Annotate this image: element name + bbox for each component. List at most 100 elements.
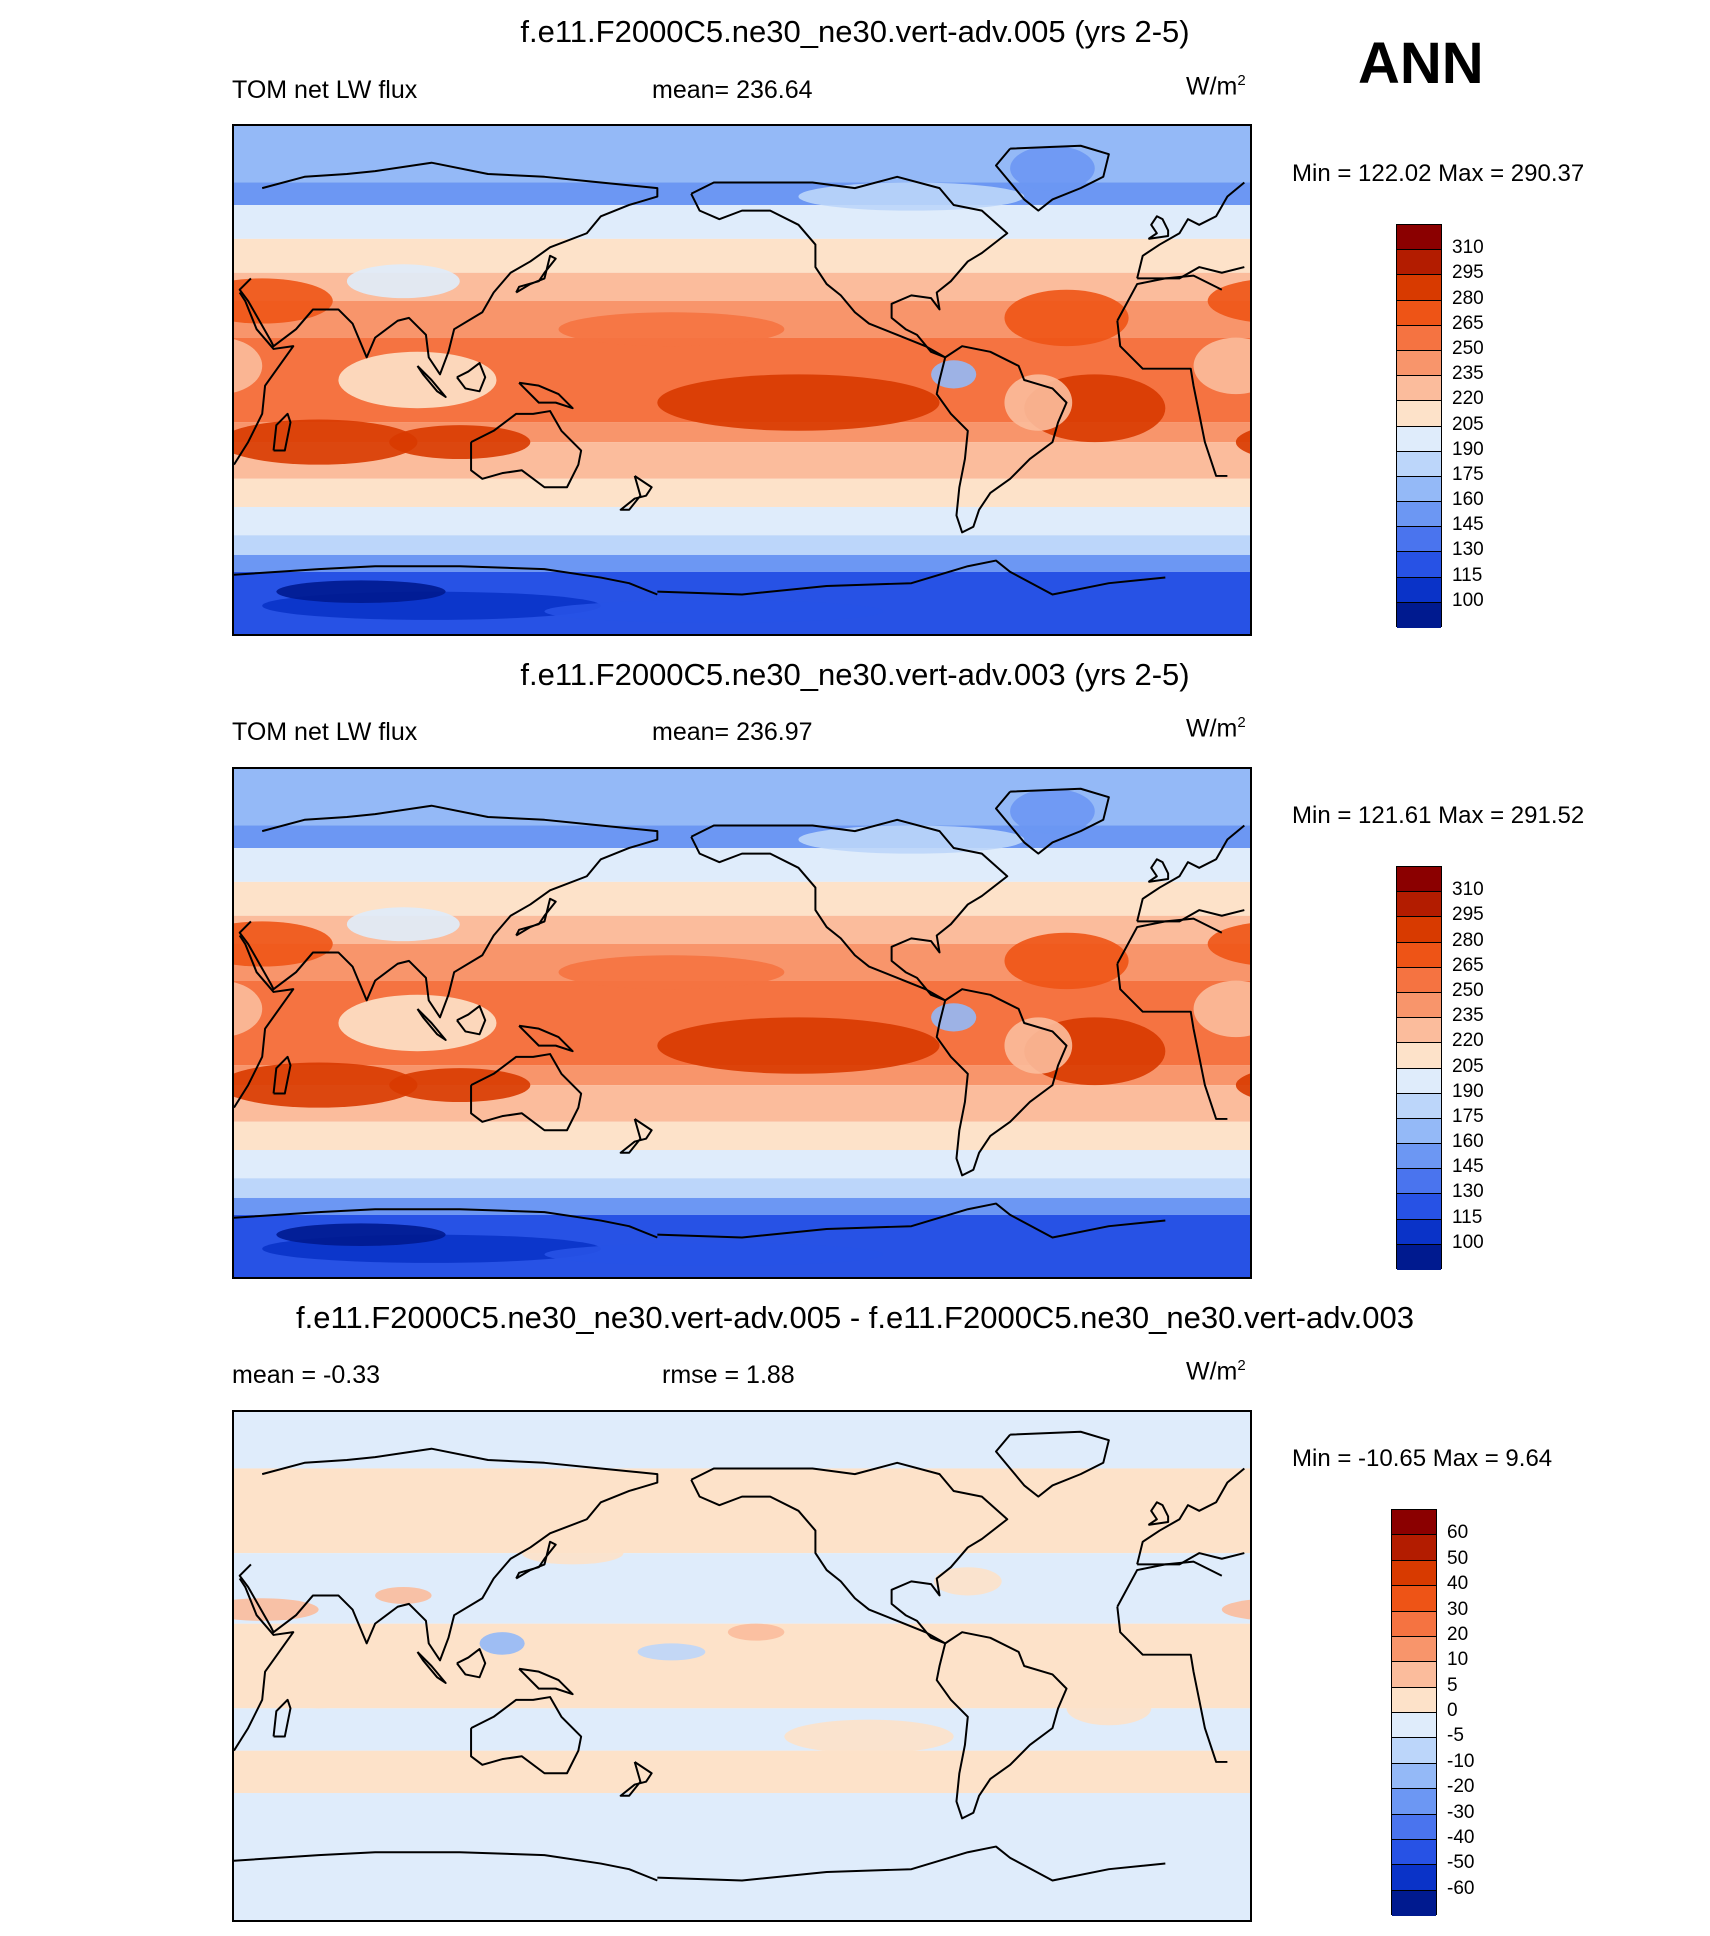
- colorbar-label: 190: [1452, 1080, 1484, 1102]
- field-anomaly: [1207, 923, 1250, 965]
- colorbar-segment: [1392, 1865, 1436, 1891]
- colorbar-segment: [1397, 350, 1441, 377]
- field-anomaly: [276, 1223, 446, 1246]
- field-anomaly: [1193, 337, 1250, 395]
- colorbar-label: -10: [1447, 1750, 1475, 1772]
- colorbar-segment: [1397, 917, 1441, 943]
- coastlines: [234, 787, 1245, 1239]
- field-anomaly: [933, 1567, 1002, 1596]
- panel-3-title: f.e11.F2000C5.ne30_ne30.vert-adv.005 - f…: [296, 1300, 1414, 1335]
- colorbar-label: 30: [1447, 1598, 1469, 1620]
- field-anomaly: [1010, 145, 1095, 191]
- colorbar-label: -20: [1447, 1776, 1475, 1798]
- colorbar-segment: [1397, 602, 1441, 628]
- colorbar-label: -30: [1447, 1801, 1475, 1823]
- colorbar-segment: [1397, 527, 1441, 553]
- field-anomaly: [657, 374, 940, 431]
- field-anomaly: [389, 425, 531, 460]
- field-anomaly: [479, 1632, 525, 1655]
- colorbar-label: 265: [1452, 954, 1484, 976]
- colorbar-label: 205: [1452, 1055, 1484, 1077]
- panel-2-title: f.e11.F2000C5.ne30_ne30.vert-adv.003 (yr…: [520, 657, 1190, 692]
- colorbar-label: 60: [1447, 1522, 1469, 1544]
- field-anomaly: [1179, 1485, 1250, 1508]
- field-anomaly: [637, 1643, 706, 1661]
- colorbar-label: 175: [1452, 1105, 1484, 1127]
- colorbar-label: 145: [1452, 514, 1484, 536]
- panel-2-minmax: Min = 121.61 Max = 291.52: [1292, 802, 1585, 829]
- colorbar-segment: [1397, 476, 1441, 503]
- colorbar-label: 280: [1452, 287, 1484, 309]
- field-anomaly: [389, 1068, 531, 1103]
- colorbar-segment: [1392, 1763, 1436, 1790]
- field-band: [234, 554, 1250, 572]
- field-anomaly: [234, 921, 333, 967]
- colorbar-segment: [1392, 1789, 1436, 1815]
- field-band: [234, 1121, 1250, 1150]
- field-band: [234, 1793, 1250, 1920]
- colorbar-segment: [1397, 967, 1441, 993]
- colorbar-label: 100: [1452, 589, 1484, 611]
- panel-3-colorbar: [1391, 1509, 1437, 1916]
- panel-1-mean: mean= 236.64: [652, 76, 813, 104]
- colorbar-segment: [1397, 426, 1441, 452]
- panel-2-mean: mean= 236.97: [652, 718, 813, 746]
- field-anomaly: [1235, 430, 1250, 454]
- field-band: [234, 126, 1250, 183]
- field-anomaly: [1235, 1073, 1250, 1097]
- colorbar-segment: [1397, 992, 1441, 1019]
- colorbar-segment: [1397, 1219, 1441, 1245]
- colorbar-segment: [1397, 942, 1441, 968]
- field-anomaly: [657, 1017, 940, 1074]
- colorbar-segment: [1397, 1018, 1441, 1044]
- panel-1-map: [232, 124, 1252, 636]
- field-anomaly: [558, 955, 785, 990]
- field-anomaly: [338, 994, 497, 1052]
- field-anomaly: [276, 1680, 361, 1709]
- field-band: [234, 769, 1250, 826]
- field-anomaly: [544, 600, 884, 623]
- colorbar-segment: [1392, 1738, 1436, 1764]
- colorbar-segment: [1397, 1169, 1441, 1195]
- colorbar-segment: [1397, 275, 1441, 301]
- panel-1-minmax: Min = 122.02 Max = 290.37: [1292, 160, 1585, 187]
- colorbar-label: 130: [1452, 1181, 1484, 1203]
- colorbar-segment: [1397, 451, 1441, 477]
- panel-3-rmse: rmse = 1.88: [662, 1361, 795, 1389]
- panel-3-mean: mean = -0.33: [232, 1361, 381, 1389]
- colorbar-label: 115: [1452, 564, 1483, 586]
- map-canvas: [234, 1412, 1250, 1920]
- colorbar-segment: [1392, 1890, 1436, 1916]
- field-anomaly: [234, 419, 418, 465]
- panel-3-units: W/m2: [1186, 1357, 1246, 1386]
- colorbar-label: 175: [1452, 463, 1484, 485]
- colorbar-label: -60: [1447, 1877, 1475, 1899]
- field-anomaly: [346, 907, 460, 942]
- field-anomaly: [234, 339, 263, 393]
- panel-2-units: W/m2: [1186, 714, 1246, 743]
- colorbar-label: 100: [1452, 1231, 1484, 1253]
- coastlines: [234, 1430, 1245, 1882]
- colorbar-segment: [1392, 1611, 1436, 1637]
- field-band: [234, 825, 1250, 849]
- colorbar-segment: [1392, 1839, 1436, 1866]
- panel-1-title: f.e11.F2000C5.ne30_ne30.vert-adv.005 (yr…: [520, 14, 1190, 49]
- field-band: [234, 507, 1250, 536]
- colorbar-label: 235: [1452, 363, 1484, 385]
- season-label: ANN: [1358, 31, 1484, 96]
- colorbar-segment: [1397, 867, 1441, 893]
- colorbar-label: 10: [1447, 1649, 1469, 1671]
- colorbar-segment: [1392, 1510, 1436, 1536]
- field-band: [234, 1412, 1250, 1469]
- colorbar-label: 265: [1452, 312, 1484, 334]
- map-canvas: [234, 126, 1250, 634]
- panel-3-minmax: Min = -10.65 Max = 9.64: [1292, 1445, 1553, 1472]
- colorbar-label: 235: [1452, 1005, 1484, 1027]
- field-anomaly: [234, 1598, 319, 1621]
- field-anomaly: [1004, 1017, 1073, 1074]
- field-anomaly: [558, 312, 785, 347]
- colorbar-segment: [1397, 250, 1441, 276]
- colorbar-label: 160: [1452, 489, 1484, 511]
- field-anomaly: [521, 1541, 624, 1565]
- field-band: [234, 1553, 1250, 1624]
